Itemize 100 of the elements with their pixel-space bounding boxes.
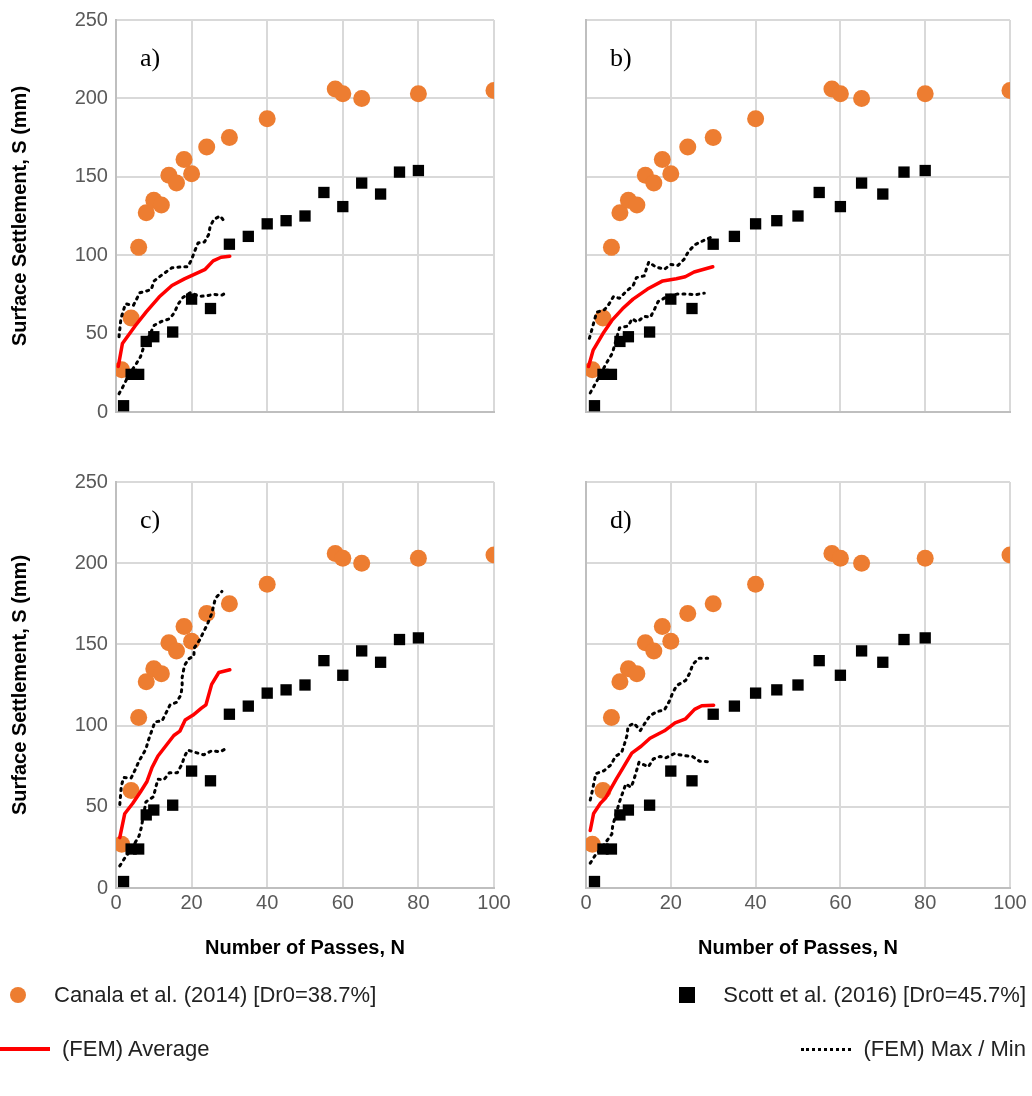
point: [707, 708, 719, 720]
point: [611, 673, 629, 691]
x-tick-label: 80: [407, 890, 430, 913]
point: [167, 174, 185, 192]
point: [258, 110, 276, 128]
point: [813, 654, 825, 667]
point: [643, 799, 656, 811]
point: [130, 708, 148, 726]
point: [749, 218, 762, 230]
point: [679, 138, 697, 156]
point: [261, 218, 273, 230]
point: [204, 775, 217, 787]
x-tick-label: 60: [829, 890, 852, 913]
y-tick-label: 100: [74, 242, 108, 265]
point: [137, 673, 155, 691]
point: [919, 632, 931, 644]
point: [133, 368, 145, 381]
x-tick-label: 40: [744, 890, 767, 913]
point: [611, 204, 629, 222]
point: [728, 230, 741, 243]
point: [602, 708, 620, 726]
point: [831, 85, 849, 103]
x-tick-label: 60: [331, 890, 354, 913]
point: [374, 188, 387, 200]
y-tick-label: 0: [96, 875, 108, 898]
point: [813, 186, 825, 199]
point: [412, 632, 425, 644]
y-tick-label: 0: [96, 399, 108, 422]
point: [662, 632, 680, 650]
y-tick-label: 100: [74, 713, 108, 736]
point: [122, 309, 140, 327]
x-axis-title: Number of Passes, N: [204, 935, 406, 958]
annotation: d): [610, 504, 632, 534]
point: [628, 196, 646, 214]
legend-label: Canala et al. (2014) [Dr0=38.7%]: [54, 982, 377, 1008]
point: [834, 200, 847, 213]
point: [645, 642, 663, 660]
point: [412, 164, 425, 177]
point: [792, 679, 804, 691]
point: [707, 238, 719, 250]
x-tick-label: 0: [580, 890, 592, 913]
point: [299, 679, 311, 691]
point: [645, 174, 663, 192]
point: [393, 633, 406, 646]
point: [280, 215, 292, 227]
point: [318, 186, 330, 199]
point: [686, 302, 698, 315]
point: [334, 85, 352, 103]
point: [834, 669, 847, 681]
point: [258, 575, 276, 593]
point: [220, 595, 238, 613]
point: [747, 110, 765, 128]
point: [198, 138, 216, 156]
point: [665, 765, 677, 777]
legend-label: Scott et al. (2016) [Dr0=45.7%]: [723, 982, 1026, 1008]
point: [919, 164, 931, 177]
y-tick-label: 150: [74, 631, 108, 654]
point: [353, 554, 371, 572]
y-tick-label: 250: [74, 7, 108, 30]
point: [771, 215, 783, 227]
point: [261, 687, 273, 699]
point: [220, 129, 238, 147]
point: [117, 875, 130, 888]
legend-label: (FEM) Max / Min: [863, 1036, 1026, 1062]
point: [337, 200, 349, 213]
point: [728, 700, 741, 712]
x-tick-label: 80: [914, 890, 937, 913]
point: [393, 166, 406, 178]
point: [242, 230, 254, 243]
point: [898, 633, 910, 646]
point: [334, 549, 352, 567]
point: [771, 684, 783, 696]
y-axis-title: Surface Settlement, S (mm): [7, 85, 30, 347]
point: [137, 204, 155, 222]
point: [877, 188, 889, 200]
point: [588, 875, 601, 888]
point: [686, 775, 698, 787]
point: [409, 549, 427, 567]
point: [643, 326, 656, 338]
point: [622, 331, 635, 343]
point: [653, 618, 671, 636]
point: [167, 799, 179, 811]
x-tick-label: 20: [659, 890, 682, 913]
y-tick-label: 50: [85, 321, 108, 344]
point: [175, 151, 193, 169]
point: [855, 177, 868, 189]
point: [133, 843, 145, 855]
x-tick-label: 20: [180, 890, 203, 913]
y-tick-label: 200: [74, 85, 108, 108]
point: [185, 765, 198, 777]
line-series: [118, 589, 224, 807]
point: [877, 656, 889, 668]
annotation: c): [140, 504, 161, 534]
point: [704, 595, 722, 613]
point: [183, 165, 201, 183]
point: [280, 684, 292, 696]
point: [916, 549, 934, 567]
point: [605, 368, 618, 381]
point: [853, 89, 871, 107]
x-tick-label: 40: [256, 890, 279, 913]
